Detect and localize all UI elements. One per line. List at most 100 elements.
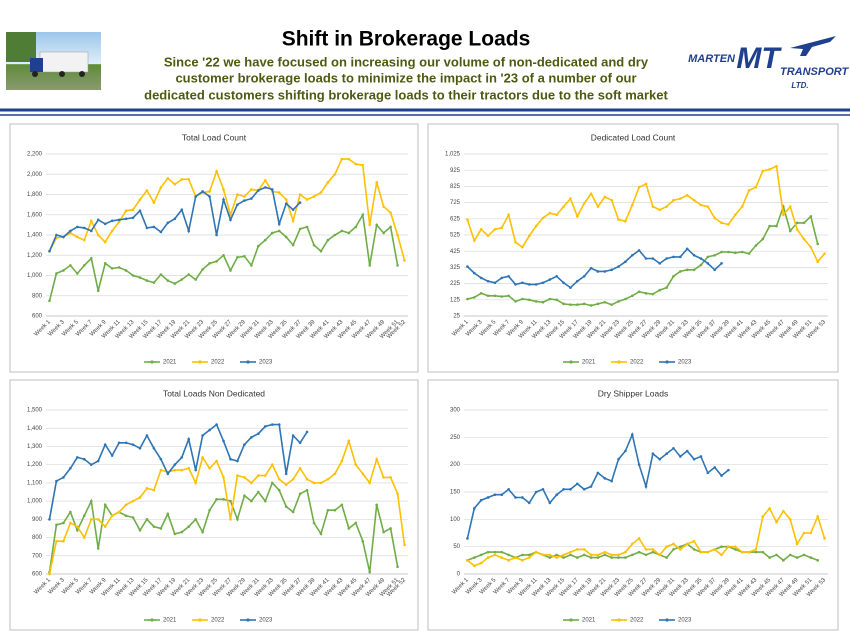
point-marker [672, 275, 675, 278]
point-marker [754, 244, 758, 247]
point-marker [479, 292, 483, 295]
point-marker [368, 264, 372, 267]
point-marker [795, 556, 799, 559]
point-marker [166, 512, 170, 516]
point-marker [685, 542, 689, 546]
point-marker [589, 304, 593, 307]
point-marker [277, 423, 281, 426]
point-marker [651, 548, 655, 551]
point-marker [630, 433, 634, 436]
point-marker [263, 499, 267, 503]
point-marker [257, 189, 260, 192]
point-marker [201, 268, 204, 271]
point-marker [740, 250, 744, 254]
point-marker [665, 205, 668, 208]
point-marker [389, 225, 392, 229]
point-marker [521, 297, 524, 301]
point-marker [589, 192, 593, 195]
point-marker [658, 457, 662, 461]
point-marker [720, 545, 723, 548]
point-marker [720, 250, 723, 254]
point-marker [229, 269, 232, 272]
point-marker [603, 550, 607, 554]
point-marker [215, 233, 218, 237]
chart-title: Total Load Count [182, 132, 247, 142]
point-marker [48, 249, 51, 253]
point-marker [187, 525, 191, 528]
point-marker [305, 198, 309, 201]
point-marker [69, 521, 72, 525]
y-tick-label: 100 [450, 517, 461, 523]
point-marker [89, 256, 93, 260]
point-marker [103, 240, 107, 244]
point-marker [194, 468, 197, 472]
point-marker [466, 537, 469, 540]
point-marker [651, 257, 655, 260]
point-marker [208, 262, 211, 265]
point-marker [312, 481, 316, 485]
point-marker [291, 243, 295, 247]
point-marker [62, 539, 65, 543]
y-tick-label: 2,000 [27, 172, 43, 178]
point-marker [795, 542, 799, 546]
y-tick-label: 0 [457, 572, 461, 578]
point-marker [747, 189, 751, 192]
y-tick-label: 1,500 [27, 408, 43, 414]
point-marker [257, 432, 260, 435]
point-marker [733, 545, 737, 548]
point-marker [617, 300, 620, 303]
point-marker [82, 226, 86, 230]
point-marker [305, 430, 309, 434]
point-marker [82, 514, 86, 517]
point-marker [555, 213, 559, 217]
point-marker [180, 208, 184, 211]
point-marker [795, 228, 799, 231]
point-marker [816, 515, 819, 518]
y-tick-label: 625 [450, 216, 461, 222]
point-marker [521, 553, 524, 557]
y-tick-label: 1,100 [27, 480, 43, 486]
point-marker [610, 479, 613, 483]
point-marker [507, 559, 510, 562]
point-marker [208, 508, 211, 512]
point-marker [89, 518, 93, 521]
point-marker [131, 208, 135, 211]
point-marker [603, 553, 607, 557]
point-marker [658, 553, 662, 557]
point-marker [173, 282, 177, 285]
y-tick-label: 1,800 [27, 192, 43, 198]
point-marker [473, 239, 476, 242]
point-marker [250, 264, 253, 267]
point-marker [270, 231, 274, 235]
point-marker [486, 496, 490, 499]
point-marker [699, 203, 703, 207]
point-marker [802, 531, 806, 535]
point-marker [124, 514, 128, 517]
point-marker [138, 496, 142, 499]
series-line [467, 203, 819, 307]
point-marker [180, 468, 184, 472]
point-marker [340, 503, 344, 507]
point-marker [270, 423, 274, 426]
point-marker [816, 242, 819, 246]
point-marker [582, 487, 586, 491]
point-marker [624, 556, 627, 559]
point-marker [124, 269, 128, 272]
point-marker [208, 467, 211, 470]
point-marker [651, 452, 655, 456]
point-marker [298, 492, 302, 496]
point-marker [527, 283, 531, 286]
point-marker [761, 237, 765, 241]
point-marker [706, 262, 710, 265]
point-marker [603, 270, 607, 273]
y-tick-label: 700 [32, 553, 43, 559]
point-marker [229, 213, 232, 217]
point-marker [658, 288, 662, 292]
y-tick-label: 600 [32, 314, 43, 320]
point-marker [382, 205, 385, 208]
point-marker [500, 556, 504, 559]
point-marker [110, 219, 114, 223]
point-marker [658, 208, 662, 212]
point-marker [672, 548, 675, 551]
point-marker [55, 539, 58, 543]
